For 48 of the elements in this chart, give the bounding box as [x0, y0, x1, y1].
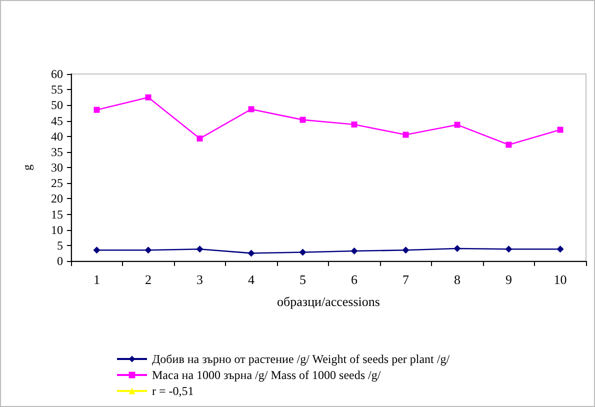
point: [144, 246, 152, 254]
x-tick-label: 3: [196, 272, 203, 287]
y-tick-label: 30: [51, 160, 63, 174]
y-tick-label: 5: [57, 238, 63, 252]
point: [299, 248, 306, 256]
y-tick-label: 50: [51, 98, 63, 112]
point: [94, 106, 100, 113]
point: [248, 250, 255, 257]
y-tick-label: 55: [51, 82, 63, 97]
point: [402, 246, 410, 254]
x-tick-label: 6: [351, 272, 358, 287]
legend-label: Добив на зърно от растение /g/ Weight of seeds per plant /g/: [152, 352, 450, 366]
y-tick-label: 45: [51, 114, 63, 128]
x-tick-label: 7: [402, 272, 410, 287]
point: [454, 122, 460, 128]
x-tick-label: 2: [145, 272, 152, 287]
y-tick-label: 15: [51, 207, 63, 222]
point: [196, 136, 203, 142]
x-tick-label: 4: [248, 272, 255, 287]
point: [557, 126, 564, 133]
point: [351, 121, 358, 128]
point: [196, 246, 204, 253]
x-tick-label: 1: [94, 272, 100, 287]
point: [505, 246, 512, 253]
y-tick-label: 25: [51, 176, 63, 190]
y-tick-label: 40: [51, 129, 63, 144]
point: [350, 248, 358, 255]
point: [93, 246, 100, 254]
x-axis-title: образци/accessions: [277, 294, 380, 309]
point: [454, 245, 461, 252]
x-tick-label: 8: [454, 272, 460, 287]
y-axis-title: g: [20, 164, 34, 170]
y-tick-label: 35: [51, 144, 63, 159]
y-tick-label: 0: [57, 254, 63, 268]
x-tick-label: 9: [506, 272, 512, 287]
x-tick-label: 5: [300, 272, 306, 287]
point: [248, 106, 254, 112]
y-tick-label: 20: [51, 192, 63, 206]
point: [556, 246, 564, 253]
y-tick-label: 60: [51, 67, 63, 81]
y-tick-label: 10: [51, 222, 63, 237]
point: [402, 132, 409, 138]
point: [145, 94, 152, 100]
x-tick-label: 10: [554, 272, 567, 287]
legend-label: Маса на 1000 зърна /g/ Mass of 1000 seeds /g/: [152, 368, 382, 382]
legend-label: r = -0,51: [152, 384, 194, 398]
point: [300, 116, 306, 123]
point: [506, 142, 512, 148]
